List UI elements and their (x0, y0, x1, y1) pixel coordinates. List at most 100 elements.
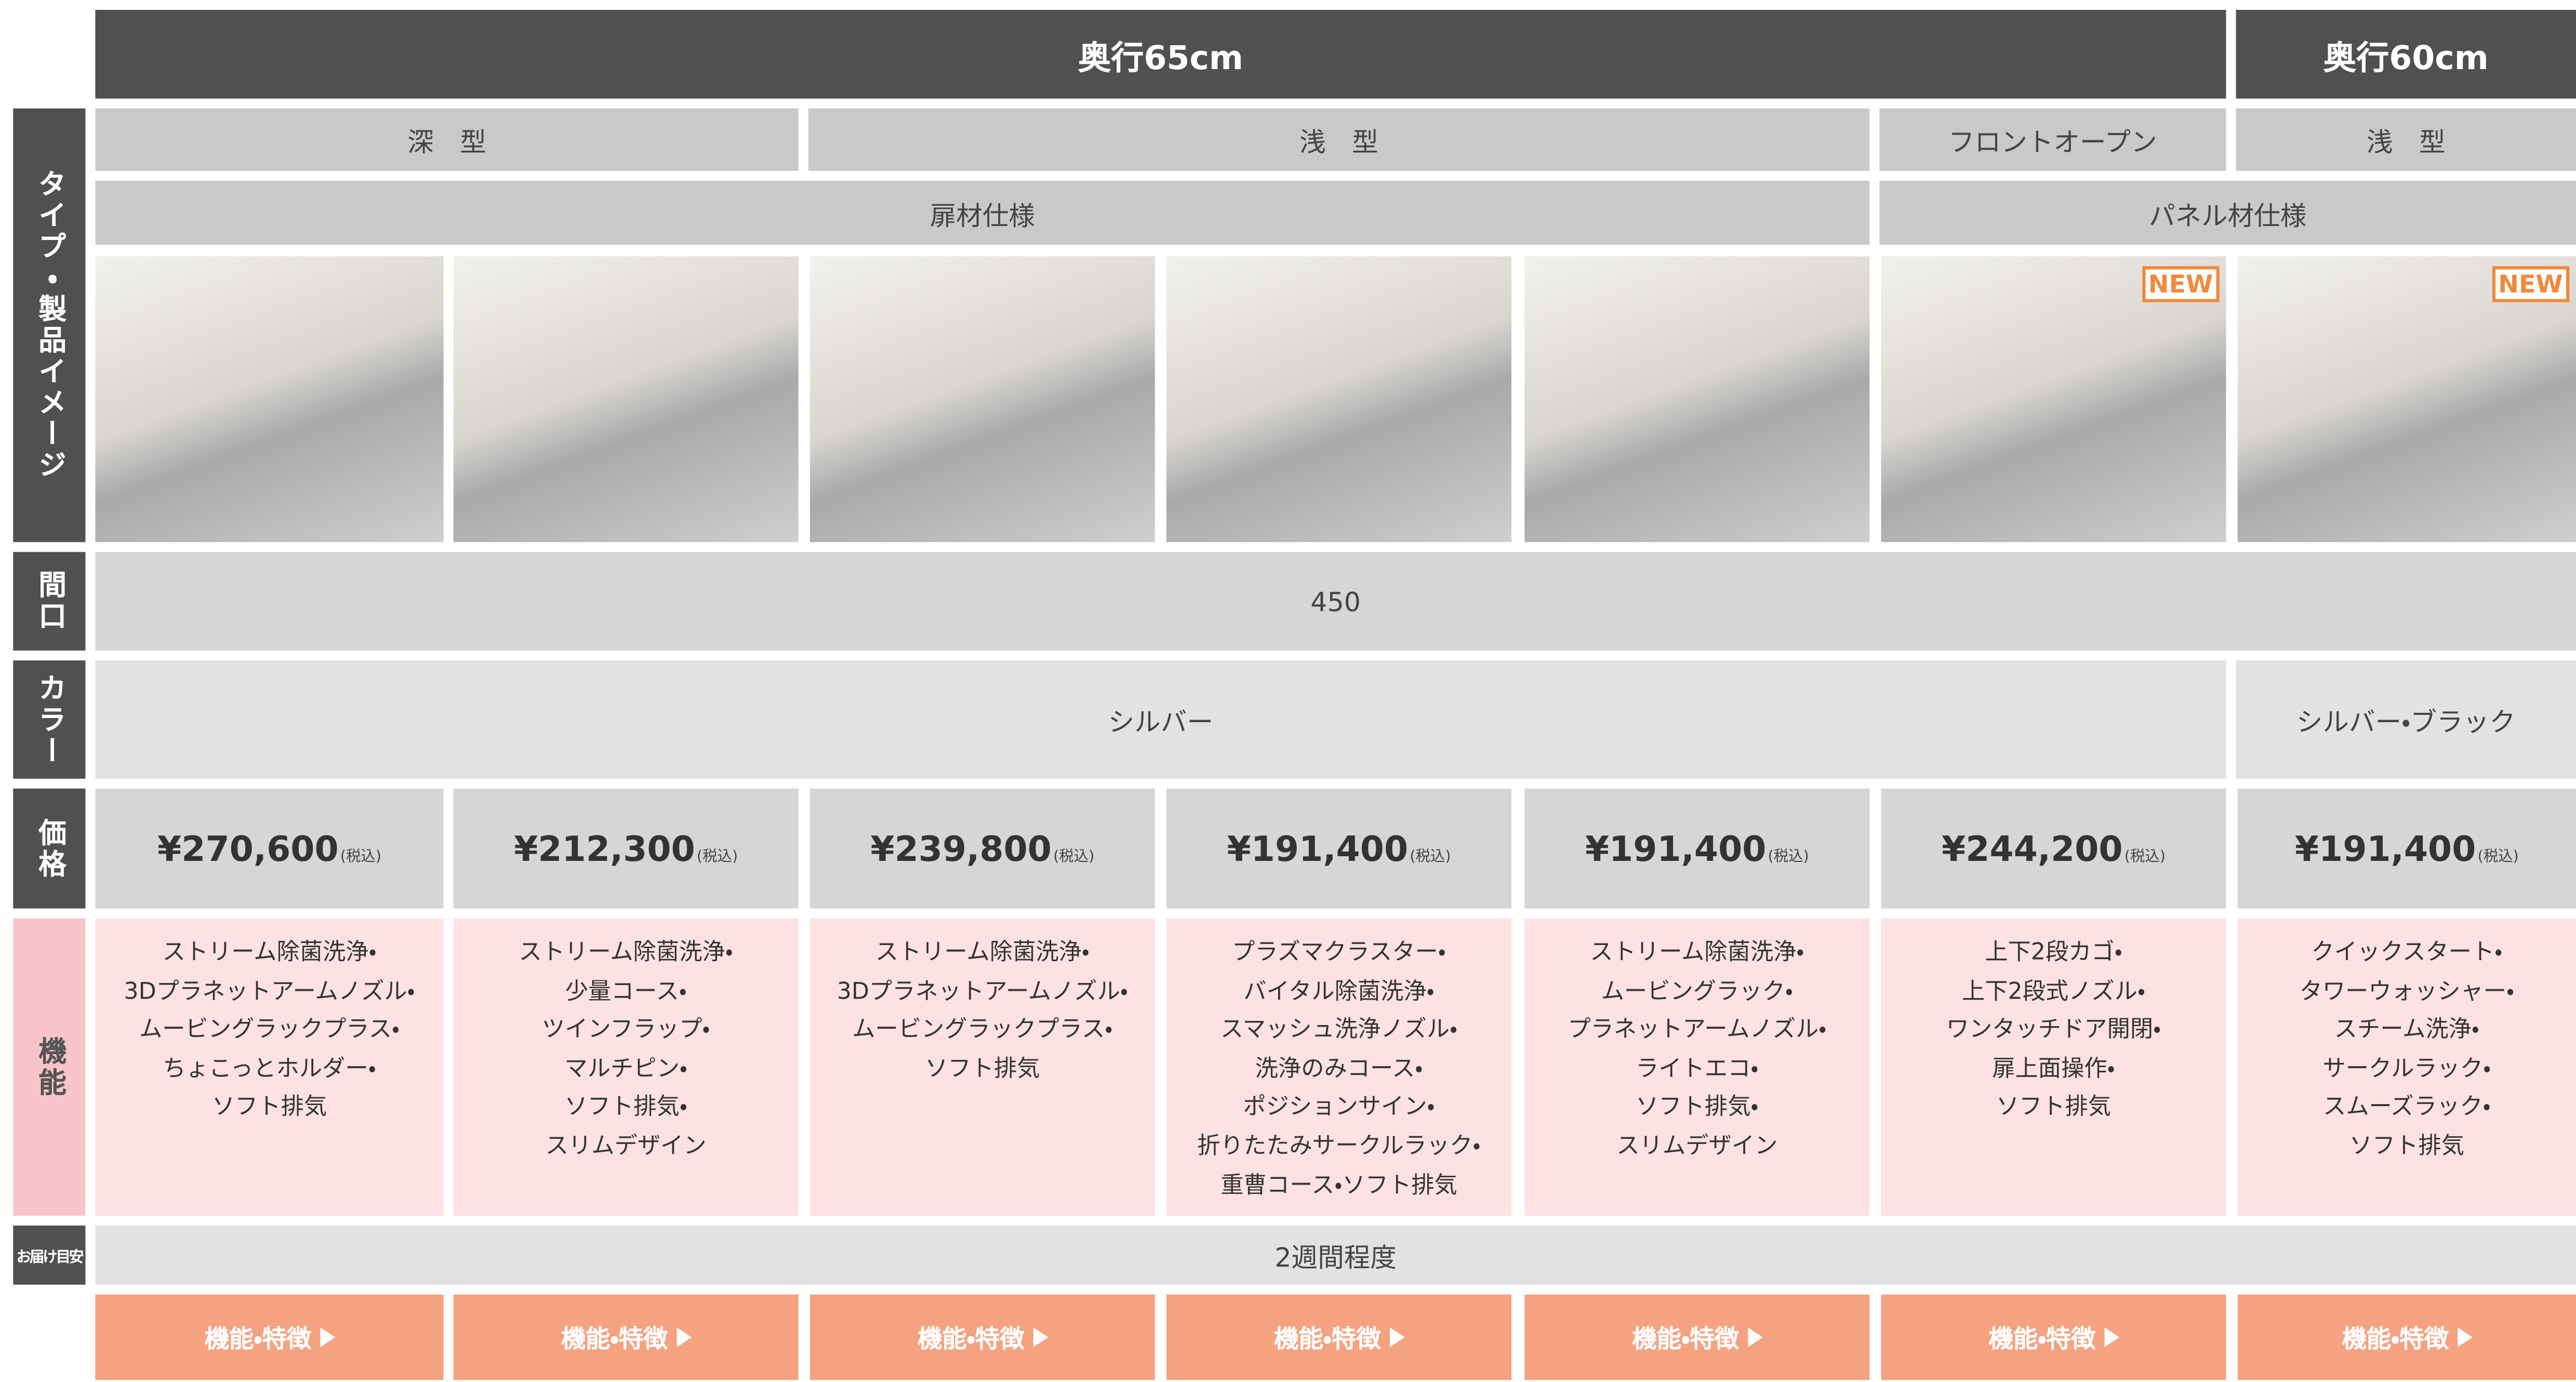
price: ¥270,600 (157, 829, 339, 869)
price: ¥239,800 (870, 829, 1052, 869)
feature-button[interactable]: 機能・特徴 (2237, 1294, 2576, 1380)
feature: ソフト排気 (925, 1056, 1040, 1083)
price-cell: ¥191,400 (税込) (2237, 788, 2576, 909)
finish-header: パネル材仕様 (1879, 180, 2576, 245)
feature: 少量コース・ (565, 978, 687, 1005)
product-image (1166, 256, 1512, 542)
row-label: タイプ・製品イメージ (13, 108, 86, 542)
feature: スリムデザイン (545, 1133, 707, 1160)
feature: ストリーム除菌洗浄・ (875, 939, 1090, 966)
feature: スマッシュ洗浄ノズル・ (1220, 1017, 1458, 1044)
tax-note: (税込) (697, 849, 738, 866)
feature: スリムデザイン (1616, 1133, 1778, 1160)
price-cell: ¥191,400 (税込) (1524, 788, 1870, 909)
tax-note: (税込) (2124, 849, 2166, 866)
new-badge: NEW (2491, 266, 2570, 302)
feature: ライトエコ・ (1636, 1056, 1759, 1083)
new-badge: NEW (2142, 266, 2220, 302)
features-cell: ストリーム除菌洗浄・ ムービングラック・ プラネットアームノズル・ ライトエコ・ ソフト… (1524, 918, 1870, 1216)
depth-header: 奥行65cm (95, 9, 2226, 99)
feature-button[interactable]: 機能・特徴 (809, 1294, 1155, 1380)
price: ¥191,400 (1227, 829, 1409, 869)
tax-note: (税込) (340, 849, 382, 866)
delivery-cell: 2週間程度 (95, 1225, 2576, 1285)
finish-header: 扉材仕様 (95, 180, 1870, 245)
product-image: NEW (2237, 256, 2576, 542)
type-header: 浅 型 (808, 108, 1870, 171)
feature: ストリーム除菌洗浄・ (1590, 939, 1804, 966)
features-cell: クイックスタート・ タワーウォッシャー・ スチーム洗浄・ サークルラック・ スムーズラッ… (2237, 918, 2576, 1216)
price-cell: ¥212,300 (税込) (453, 788, 799, 909)
feature: ポジションサイン・ (1243, 1095, 1435, 1121)
type-header: フロントオープン (1879, 108, 2226, 171)
feature: マルチピン・ (564, 1056, 687, 1083)
feature-button[interactable]: 機能・特徴 (1881, 1294, 2226, 1380)
feature: タワーウォッシャー・ (2299, 978, 2515, 1005)
row-label: 間口 (13, 552, 86, 651)
feature-button[interactable]: 機能・特徴 (453, 1294, 799, 1380)
feature: 扉上面操作・ (1992, 1056, 2115, 1083)
price-cell: ¥270,600 (税込) (95, 788, 444, 909)
row-label: お届け目安 (13, 1225, 86, 1285)
tax-note: (税込) (1768, 849, 1809, 866)
tax-note: (税込) (2477, 849, 2519, 866)
tax-note: (税込) (1410, 849, 1451, 866)
product-image (809, 256, 1155, 542)
type-header: 深 型 (95, 108, 799, 171)
product-image (95, 256, 444, 542)
feature: ワンタッチドア開閉・ (1946, 1017, 2161, 1044)
feature: 洗浄のみコース・ (1255, 1056, 1423, 1083)
feature-button[interactable]: 機能・特徴 (1524, 1294, 1870, 1380)
feature: サークルラック・ (2322, 1056, 2491, 1083)
features-cell: プラズマクラスター・ バイタル除菌洗浄・ スマッシュ洗浄ノズル・ 洗浄のみコース・ ポジ… (1166, 918, 1512, 1216)
color-cell: シルバー (95, 660, 2226, 779)
feature-button[interactable]: 機能・特徴 (95, 1294, 444, 1380)
price-cell: ¥244,200 (税込) (1881, 788, 2226, 909)
feature: 折りたたみサークルラック・ (1197, 1133, 1481, 1160)
price: ¥191,400 (1585, 829, 1767, 869)
row-label: 機能 (13, 918, 86, 1216)
features-cell: 上下2段カゴ・ 上下2段式ノズル・ ワンタッチドア開閉・ 扉上面操作・ ソフト排気 (1881, 918, 2226, 1216)
feature: ストリーム除菌洗浄・ (162, 939, 377, 966)
features-cell: ストリーム除菌洗浄・ 少量コース・ ツインフラップ・ マルチピン・ ソフト排気・ スリムデ… (453, 918, 799, 1216)
feature: ソフト排気・ (1636, 1095, 1759, 1121)
feature: ソフト排気 (2349, 1133, 2464, 1160)
price: ¥212,300 (514, 829, 695, 869)
color-cell: シルバー・ブラック (2236, 660, 2576, 779)
feature-button[interactable]: 機能・特徴 (1166, 1294, 1512, 1380)
feature: ソフト排気 (211, 1095, 327, 1121)
feature: プラネットアームノズル・ (1568, 1017, 1827, 1044)
feature: 3Dプラネットアームノズル・ (836, 978, 1128, 1005)
feature: ちょこっとホルダー・ (163, 1056, 376, 1083)
type-header: 浅 型 (2236, 108, 2576, 171)
feature: クイックスタート・ (2311, 939, 2503, 966)
feature: ムービングラックプラス・ (139, 1017, 400, 1044)
feature: ソフト排気 (1996, 1095, 2112, 1121)
tax-note: (税込) (1053, 849, 1095, 866)
feature: スムーズラック・ (2322, 1095, 2491, 1121)
feature: 上下2段カゴ・ (1985, 939, 2122, 966)
feature: ムービングラックプラス・ (852, 1017, 1113, 1044)
feature: プラズマクラスター・ (1232, 939, 1446, 966)
feature: バイタル除菌洗浄・ (1243, 978, 1435, 1005)
feature: スチーム洗浄・ (2334, 1017, 2480, 1044)
features-cell: ストリーム除菌洗浄・ 3Dプラネットアームノズル・ ムービングラックプラス・ ソフト排… (809, 918, 1155, 1216)
feature: 3Dプラネットアームノズル・ (124, 978, 415, 1005)
feature: ツインフラップ・ (541, 1017, 710, 1044)
width-cell: 450 (95, 552, 2576, 651)
product-image: NEW (1881, 256, 2226, 542)
product-image (1524, 256, 1870, 542)
price-cell: ¥191,400 (税込) (1166, 788, 1512, 909)
row-label: 価格 (13, 788, 86, 909)
price: ¥244,200 (1941, 829, 2123, 869)
features-cell: ストリーム除菌洗浄・ 3Dプラネットアームノズル・ ムービングラックプラス・ ちょこっ… (95, 918, 444, 1216)
price: ¥191,400 (2294, 829, 2476, 869)
price-cell: ¥239,800 (税込) (809, 788, 1155, 909)
row-label: カラー (13, 660, 86, 779)
feature: ソフト排気・ (564, 1095, 687, 1121)
product-image (453, 256, 799, 542)
feature: 重曹コース・ソフト排気 (1220, 1172, 1457, 1199)
feature: ストリーム除菌洗浄・ (519, 939, 733, 966)
